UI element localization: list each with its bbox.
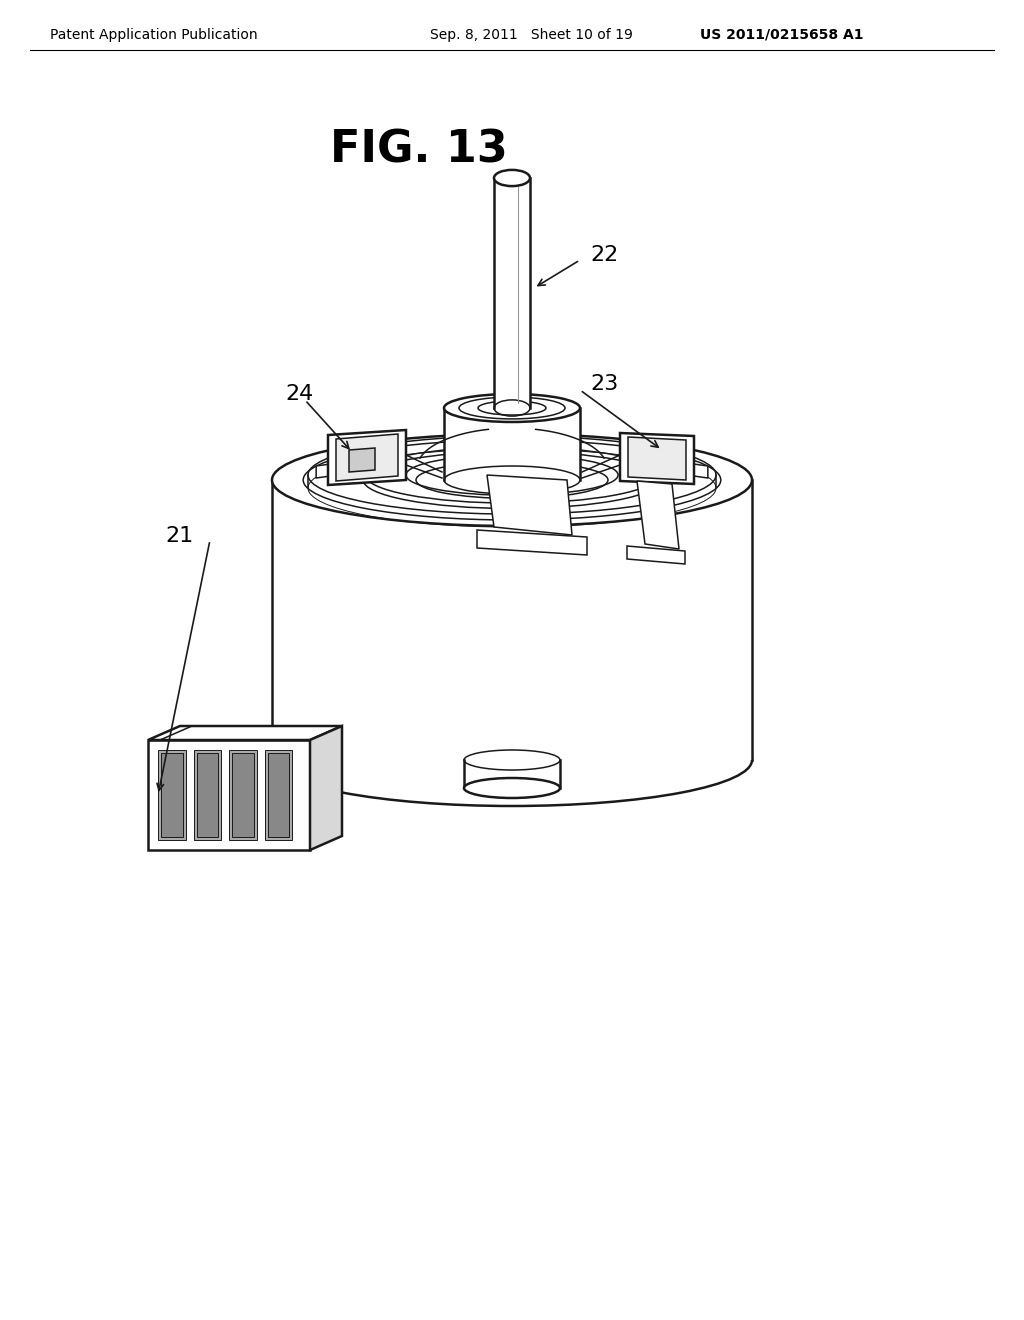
Polygon shape: [272, 480, 752, 760]
Ellipse shape: [444, 466, 580, 494]
Text: Patent Application Publication: Patent Application Publication: [50, 28, 258, 42]
Polygon shape: [487, 475, 572, 535]
Polygon shape: [628, 437, 686, 480]
Polygon shape: [158, 750, 185, 840]
Polygon shape: [336, 434, 398, 480]
Polygon shape: [620, 433, 694, 484]
Polygon shape: [229, 750, 256, 840]
Text: FIG. 13: FIG. 13: [330, 128, 508, 172]
Polygon shape: [494, 178, 530, 408]
Text: 22: 22: [590, 246, 618, 265]
Polygon shape: [328, 430, 406, 484]
Polygon shape: [264, 750, 292, 840]
Polygon shape: [161, 752, 182, 837]
Polygon shape: [194, 750, 221, 840]
Text: 21: 21: [165, 525, 194, 546]
Polygon shape: [349, 447, 375, 473]
Polygon shape: [310, 726, 342, 850]
Text: Sep. 8, 2011   Sheet 10 of 19: Sep. 8, 2011 Sheet 10 of 19: [430, 28, 633, 42]
Ellipse shape: [464, 777, 560, 799]
Text: 24: 24: [285, 384, 313, 404]
Polygon shape: [637, 480, 679, 549]
Polygon shape: [444, 408, 580, 480]
Polygon shape: [232, 752, 254, 837]
Polygon shape: [267, 752, 289, 837]
Polygon shape: [627, 546, 685, 564]
Ellipse shape: [272, 714, 752, 807]
Text: 23: 23: [590, 374, 618, 393]
Polygon shape: [316, 462, 345, 478]
Polygon shape: [477, 531, 587, 554]
Ellipse shape: [494, 170, 530, 186]
Polygon shape: [197, 752, 218, 837]
Ellipse shape: [444, 393, 580, 422]
Polygon shape: [148, 726, 342, 741]
Polygon shape: [148, 741, 310, 850]
Text: US 2011/0215658 A1: US 2011/0215658 A1: [700, 28, 863, 42]
Polygon shape: [679, 462, 708, 478]
Ellipse shape: [272, 434, 752, 525]
